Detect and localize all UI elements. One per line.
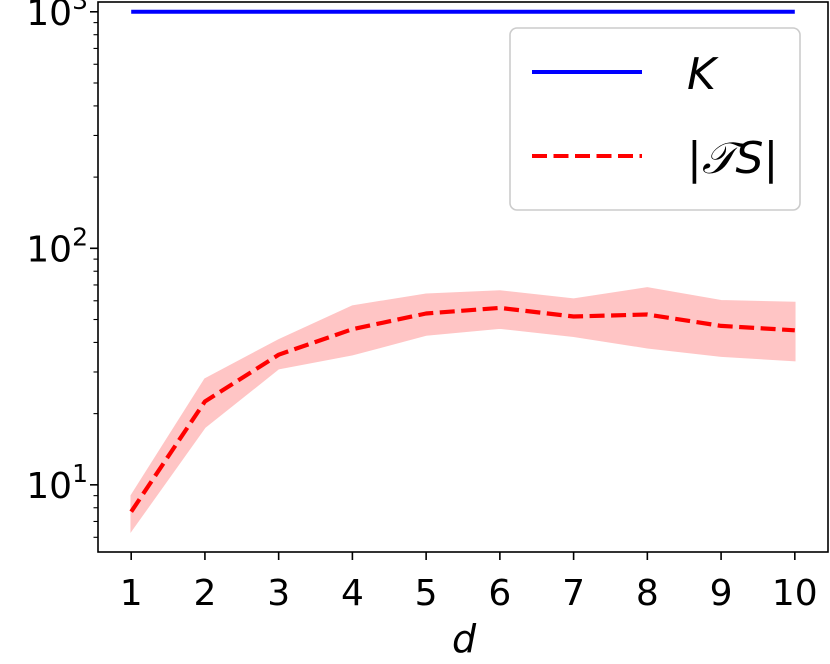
x-axis-label: d [452, 617, 477, 661]
x-tick-label: 4 [341, 573, 364, 614]
series-band-1 [130, 287, 796, 534]
y-tick-label: 102 [26, 222, 88, 270]
x-tick-label: 1 [120, 573, 143, 614]
x-tick-label: 2 [193, 573, 216, 614]
y-tick-label: 101 [26, 459, 88, 507]
legend: K |𝒯S| [509, 27, 801, 211]
y-tick-label: 103 [26, 0, 88, 34]
x-tick-label: 5 [415, 573, 438, 614]
x-tick-label: 7 [562, 573, 585, 614]
x-tick-label: 8 [636, 573, 659, 614]
x-tick-label: 10 [772, 573, 818, 614]
legend-label-0: K [687, 49, 719, 100]
axes: 1 2 3 4 5 6 7 8 9 10 101 102 103 d [26, 0, 829, 661]
legend-label-1: |𝒯S| [687, 133, 778, 184]
series-line-1 [129, 305, 795, 513]
plot-area [129, 9, 796, 534]
plot-frame [97, 1, 829, 553]
plot-clip-group [129, 9, 796, 534]
x-tick-label: 6 [488, 573, 511, 614]
x-tick-label: 9 [710, 573, 733, 614]
x-tick-label: 3 [267, 573, 290, 614]
